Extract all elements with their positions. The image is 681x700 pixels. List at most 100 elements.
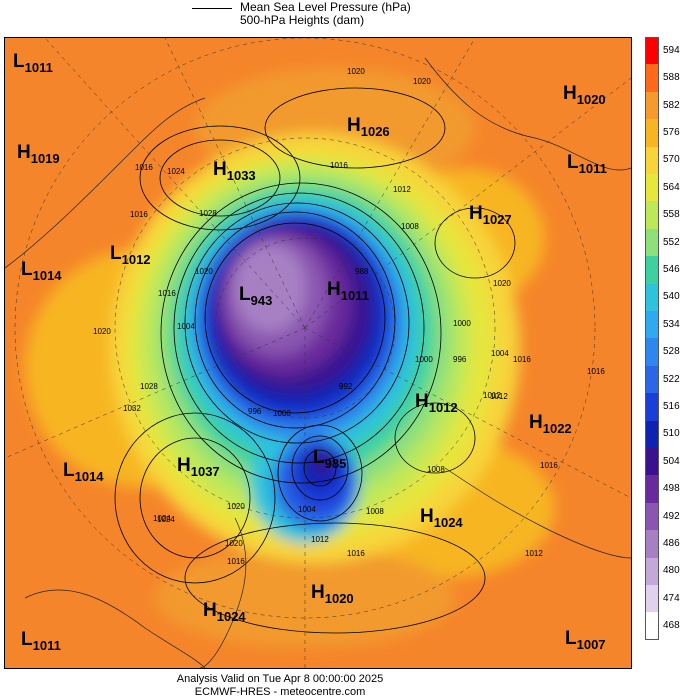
colorbar-tick-label: 582 xyxy=(663,99,680,111)
isobar-label: 1016 xyxy=(158,289,176,298)
isobar-label: 1024 xyxy=(153,514,171,523)
map-panel[interactable]: L1011 H1019 L1014 L1012 H1033 H1026 H102… xyxy=(4,37,632,669)
colorbar-tick-label: 504 xyxy=(663,455,680,467)
colorbar-tick-label: 540 xyxy=(663,291,680,303)
isobar-label: 1020 xyxy=(227,502,245,511)
pressure-center: L943 xyxy=(239,284,273,308)
colorbar-tick-label: 564 xyxy=(663,181,680,193)
colorbar-tick-label: 570 xyxy=(663,154,680,166)
isobar-label: 1028 xyxy=(199,209,217,218)
colorbar-cell xyxy=(645,475,659,504)
colorbar-tick-label: 546 xyxy=(663,263,680,275)
isobar-label: 1016 xyxy=(130,210,148,219)
isobar-label: 996 xyxy=(453,355,467,364)
isobar-label: 1016 xyxy=(330,161,348,170)
colorbar-cell xyxy=(645,119,659,148)
isobar-label: 1016 xyxy=(513,355,531,364)
pressure-center: H1020 xyxy=(563,83,606,107)
legend-mslp-label: Mean Sea Level Pressure (hPa) xyxy=(240,0,411,14)
isobar-label: 1020 xyxy=(347,67,365,76)
isobar-label: 1016 xyxy=(540,461,558,470)
isobar-label: 1016 xyxy=(227,557,245,566)
colorbar-tick-label: 486 xyxy=(663,537,680,549)
source-credit-text: ECMWF-HRES - meteocentre.com xyxy=(194,686,366,698)
colorbar-tick-label: 516 xyxy=(663,400,680,412)
isobar-label: 1008 xyxy=(401,222,419,231)
isobar-label: 1024 xyxy=(157,515,175,524)
colorbar-cell xyxy=(645,585,659,613)
colorbar-tick-label: 558 xyxy=(663,209,680,221)
pressure-center: H1026 xyxy=(347,115,390,139)
colorbar-cell xyxy=(645,146,659,175)
colorbar-tick-label: 576 xyxy=(663,126,680,138)
isobar-label: 996 xyxy=(248,407,262,416)
colorbar-cell xyxy=(645,64,659,93)
pressure-center: H1024 xyxy=(420,506,463,530)
pressure-center: L1011 xyxy=(567,152,607,176)
pressure-center: H1037 xyxy=(177,455,220,479)
pressure-center: H1024 xyxy=(203,600,246,624)
colorbar-tick-label: 522 xyxy=(663,373,680,385)
isobar-label: 988 xyxy=(355,267,369,276)
isobar-label: 1004 xyxy=(491,349,509,358)
colorbar-tick-label: 552 xyxy=(663,236,680,248)
colorbar-cell xyxy=(645,174,659,202)
colorbar-cell xyxy=(645,201,659,230)
legend-header: Mean Sea Level Pressure (hPa) 500-hPa He… xyxy=(0,0,681,36)
colorbar-cell xyxy=(645,91,659,120)
isobar-label: 1028 xyxy=(140,382,158,391)
colorbar-cell xyxy=(645,256,659,285)
pressure-center: L985 xyxy=(313,447,347,471)
pressure-center: H1019 xyxy=(17,142,60,166)
colorbar-cell xyxy=(645,502,659,531)
isobar-label: 1020 xyxy=(195,267,213,276)
height-field-map xyxy=(5,38,631,668)
colorbar-cell xyxy=(645,612,659,641)
isobar-label: 1008 xyxy=(427,465,445,474)
isobar-label: 1016 xyxy=(347,549,365,558)
isobar-label: 1032 xyxy=(123,404,141,413)
isobar-label: 1004 xyxy=(177,322,195,331)
isobar-label: 1012 xyxy=(311,535,329,544)
isobar-label: 992 xyxy=(339,382,353,391)
isobar-label: 1004 xyxy=(298,505,316,514)
colorbar-tick-label: 528 xyxy=(663,346,680,358)
isobar-label: 1016 xyxy=(587,367,605,376)
isobar-label: 1000 xyxy=(273,409,291,418)
contour-line-sample xyxy=(192,8,232,9)
pressure-center: L1011 xyxy=(13,51,53,75)
pressure-center: H1012 xyxy=(415,391,458,415)
pressure-center: L1011 xyxy=(21,629,61,653)
colorbar-cell xyxy=(645,365,659,394)
colorbar-tick-label: 492 xyxy=(663,510,680,522)
colorbar-tick-label: 498 xyxy=(663,483,680,495)
isobar-label: 1000 xyxy=(453,319,471,328)
colorbar-cell xyxy=(645,311,659,339)
colorbar-tick-label: 468 xyxy=(663,620,680,632)
coastlines xyxy=(5,57,631,668)
height-shading xyxy=(25,68,555,648)
pressure-center: L1014 xyxy=(21,259,62,283)
isobar-label: 1012 xyxy=(490,392,508,401)
isobar-label: 1008 xyxy=(366,507,384,516)
isobar-label: 1012 xyxy=(483,391,501,400)
isobar-label: 1020 xyxy=(93,327,111,336)
isobar-label: 1020 xyxy=(493,279,511,288)
colorbar-tick-label: 594 xyxy=(663,44,680,56)
pressure-center: L1014 xyxy=(63,460,104,484)
pressure-center: H1027 xyxy=(469,203,512,227)
colorbar-cell xyxy=(645,393,659,422)
colorbar-cell xyxy=(645,37,659,65)
legend-heights-label: 500-hPa Heights (dam) xyxy=(240,13,365,27)
isobar-label: 1012 xyxy=(525,549,543,558)
isobar-label: 1000 xyxy=(415,355,433,364)
pressure-center: H1011 xyxy=(327,279,369,303)
isobar-label: 1020 xyxy=(225,539,243,548)
isobar-label: 1020 xyxy=(413,77,431,86)
isobar-label: 1016 xyxy=(135,163,153,172)
isobar-contours xyxy=(114,87,516,634)
pressure-center: L1012 xyxy=(110,243,151,267)
colorbar-tick-label: 510 xyxy=(663,428,680,440)
colorbar-tick-label: 480 xyxy=(663,565,680,577)
analysis-valid-text: Analysis Valid on Tue Apr 8 00:00:00 202… xyxy=(176,673,384,685)
